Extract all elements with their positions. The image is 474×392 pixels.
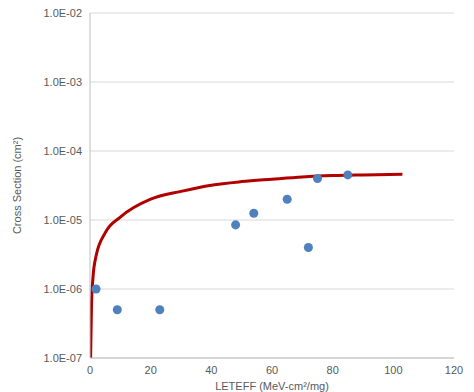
svg-text:1.0E-06: 1.0E-06 xyxy=(43,283,82,295)
svg-text:20: 20 xyxy=(145,364,157,376)
svg-text:LETEFF (MeV-cm²/mg): LETEFF (MeV-cm²/mg) xyxy=(215,380,329,392)
svg-text:0: 0 xyxy=(87,364,93,376)
svg-text:120: 120 xyxy=(445,364,463,376)
svg-text:60: 60 xyxy=(266,364,278,376)
svg-text:80: 80 xyxy=(327,364,339,376)
svg-text:1.0E-03: 1.0E-03 xyxy=(43,76,82,88)
svg-text:100: 100 xyxy=(384,364,402,376)
svg-text:1.0E-04: 1.0E-04 xyxy=(43,145,82,157)
svg-text:Cross Section (cm²): Cross Section (cm²) xyxy=(11,137,23,234)
svg-text:40: 40 xyxy=(205,364,217,376)
svg-text:1.0E-02: 1.0E-02 xyxy=(43,7,82,19)
svg-text:1.0E-07: 1.0E-07 xyxy=(43,352,82,364)
svg-text:1.0E-05: 1.0E-05 xyxy=(43,214,82,226)
